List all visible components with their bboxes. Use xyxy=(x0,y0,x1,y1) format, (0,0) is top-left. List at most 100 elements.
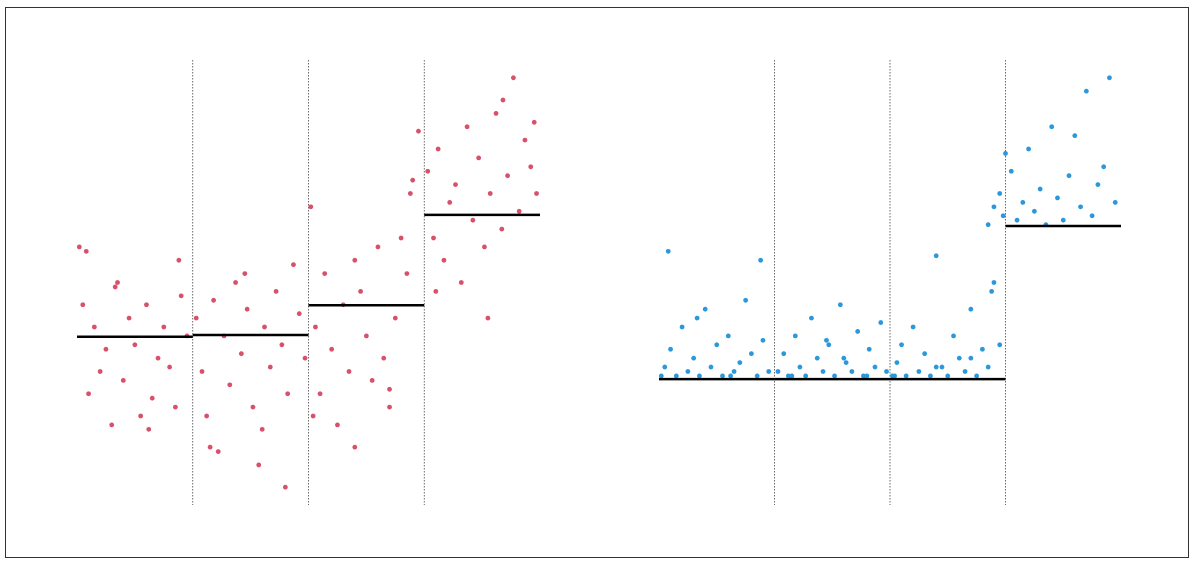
point xyxy=(894,360,900,365)
point xyxy=(267,364,273,370)
point xyxy=(899,342,904,348)
point xyxy=(725,333,731,339)
point xyxy=(250,404,256,410)
point xyxy=(1112,200,1118,205)
point xyxy=(291,262,296,268)
point xyxy=(149,395,155,401)
point xyxy=(785,373,791,379)
point xyxy=(766,369,772,374)
point xyxy=(685,369,691,374)
point xyxy=(233,280,238,285)
point xyxy=(702,306,708,312)
point xyxy=(1031,208,1037,214)
point xyxy=(485,315,491,321)
point xyxy=(161,324,167,330)
point xyxy=(781,351,787,357)
point xyxy=(1078,204,1083,210)
point xyxy=(1101,164,1107,170)
point xyxy=(997,342,1003,348)
point xyxy=(775,369,781,374)
point xyxy=(317,391,323,397)
point xyxy=(322,271,328,276)
point xyxy=(760,337,766,343)
point xyxy=(470,217,476,223)
point xyxy=(708,364,714,370)
point xyxy=(884,369,889,374)
point xyxy=(814,355,820,361)
point xyxy=(308,204,314,210)
point xyxy=(76,244,82,250)
point xyxy=(916,369,922,374)
point xyxy=(178,293,184,299)
point xyxy=(112,284,118,290)
point xyxy=(714,342,720,348)
point xyxy=(843,360,849,365)
point xyxy=(1089,213,1095,219)
point xyxy=(487,191,493,196)
point xyxy=(352,444,358,450)
point xyxy=(404,271,410,276)
point xyxy=(375,244,381,250)
point xyxy=(534,191,539,196)
point xyxy=(1107,75,1112,81)
point xyxy=(933,364,939,370)
point xyxy=(878,320,884,325)
point xyxy=(410,177,416,183)
point xyxy=(754,373,760,379)
point xyxy=(789,373,795,379)
point xyxy=(146,426,152,432)
point xyxy=(310,413,316,419)
point xyxy=(743,297,749,303)
point xyxy=(864,373,870,379)
point xyxy=(167,364,173,370)
point xyxy=(346,369,352,374)
point xyxy=(204,413,210,419)
point xyxy=(989,289,995,294)
point xyxy=(416,128,421,134)
point xyxy=(447,200,453,205)
point xyxy=(387,404,392,410)
point xyxy=(500,97,506,103)
point xyxy=(296,311,302,317)
point xyxy=(803,373,809,379)
point xyxy=(837,302,843,308)
point xyxy=(892,373,898,379)
point xyxy=(928,373,933,379)
point xyxy=(262,324,267,330)
point xyxy=(968,306,974,312)
point xyxy=(792,333,798,339)
point xyxy=(903,373,909,379)
point xyxy=(531,119,537,125)
point xyxy=(431,235,436,241)
point xyxy=(1020,200,1026,205)
point xyxy=(493,111,499,116)
point xyxy=(425,168,431,174)
point xyxy=(731,369,737,374)
point xyxy=(91,324,97,330)
point xyxy=(1055,195,1060,201)
point xyxy=(1003,151,1008,156)
point xyxy=(381,355,387,361)
point xyxy=(115,280,120,285)
point xyxy=(207,444,213,450)
point xyxy=(1037,186,1043,192)
point xyxy=(1095,182,1101,188)
point xyxy=(313,324,318,330)
point xyxy=(980,346,985,352)
point xyxy=(441,257,447,263)
point xyxy=(97,369,103,374)
point xyxy=(242,271,248,276)
point xyxy=(1066,173,1072,179)
point xyxy=(968,355,974,361)
point xyxy=(668,346,673,352)
point xyxy=(797,364,803,370)
point xyxy=(985,222,991,228)
point xyxy=(215,449,221,454)
point xyxy=(997,191,1003,196)
point xyxy=(244,306,250,312)
point xyxy=(985,364,991,370)
frame xyxy=(5,7,1189,558)
point xyxy=(820,369,826,374)
